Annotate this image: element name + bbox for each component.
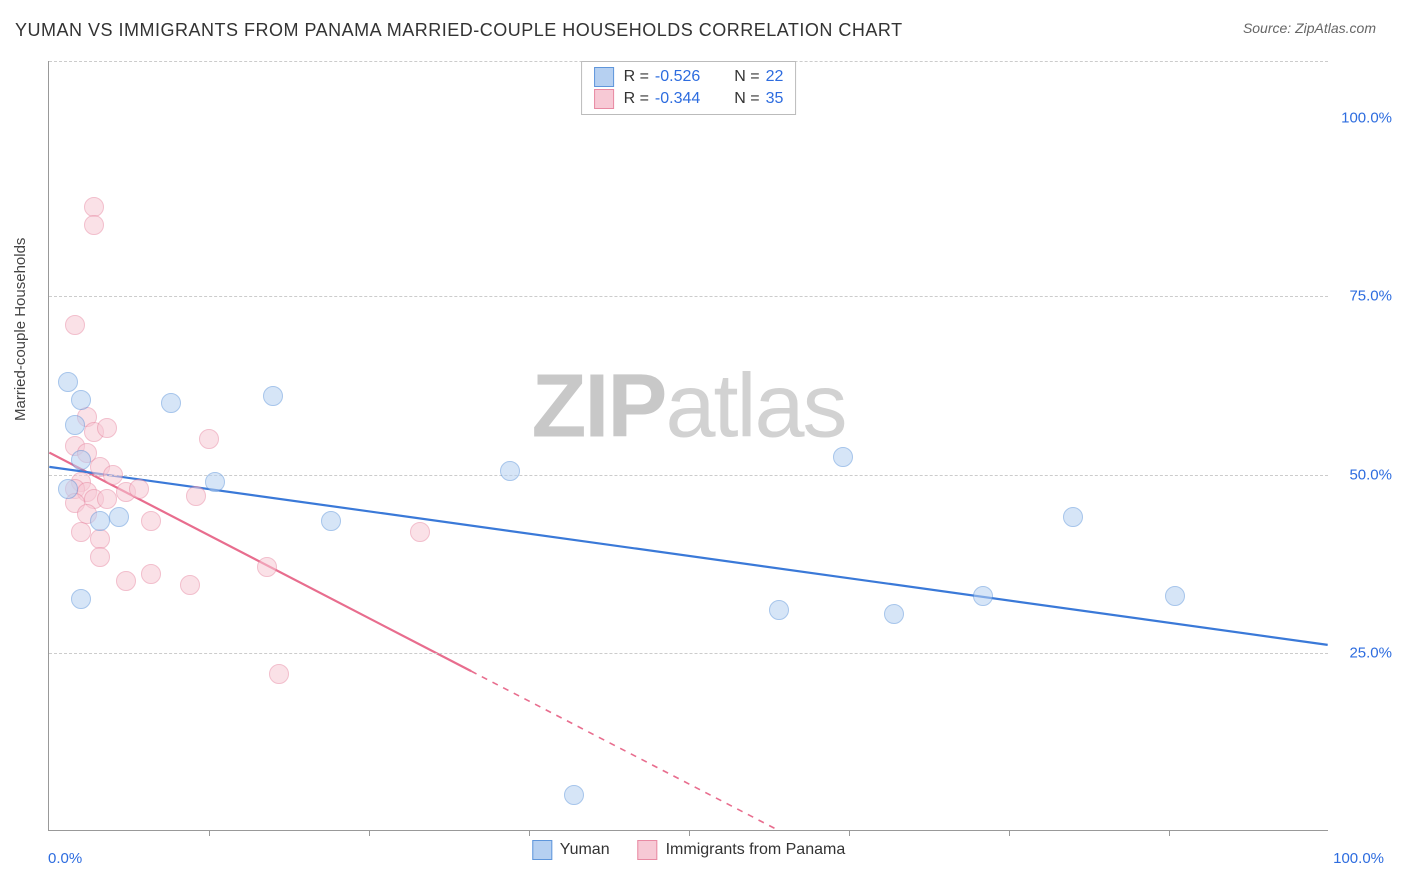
x-tick [1169, 830, 1170, 836]
panama-point [141, 511, 161, 531]
x-tick-left: 0.0% [48, 850, 82, 867]
yuman-point [71, 390, 91, 410]
watermark: ZIPatlas [531, 356, 845, 459]
panama-point [410, 522, 430, 542]
panama-point [65, 315, 85, 335]
yuman-point [263, 386, 283, 406]
plot-area: ZIPatlas R = -0.526 N = 22 R = -0.344 N … [48, 61, 1328, 831]
yuman-point [65, 415, 85, 435]
x-tick [369, 830, 370, 836]
chart-title: YUMAN VS IMMIGRANTS FROM PANAMA MARRIED-… [15, 20, 903, 41]
y-axis-label: Married-couple Households [12, 238, 29, 421]
yuman-point [161, 393, 181, 413]
chart-container: Married-couple Households ZIPatlas R = -… [0, 51, 1406, 881]
yuman-point [205, 472, 225, 492]
trendline-extrapolated [471, 671, 778, 830]
y-tick-label: 50.0% [1349, 466, 1392, 483]
yuman-point [884, 604, 904, 624]
yuman-point [973, 586, 993, 606]
yuman-point [71, 450, 91, 470]
panama-point [84, 215, 104, 235]
swatch-yuman-icon [532, 840, 552, 860]
gridline [49, 475, 1328, 476]
yuman-point [58, 372, 78, 392]
yuman-point [833, 447, 853, 467]
y-tick-label: 100.0% [1341, 110, 1392, 127]
y-tick-label: 75.0% [1349, 288, 1392, 305]
series-legend: Yuman Immigrants from Panama [532, 840, 845, 860]
panama-point [199, 429, 219, 449]
x-tick [1009, 830, 1010, 836]
panama-point [186, 486, 206, 506]
yuman-point [90, 511, 110, 531]
legend-item-yuman: Yuman [532, 840, 610, 860]
panama-point [71, 522, 91, 542]
x-tick [529, 830, 530, 836]
yuman-point [769, 600, 789, 620]
panama-point [180, 575, 200, 595]
swatch-yuman [594, 67, 614, 87]
y-tick-label: 25.0% [1349, 644, 1392, 661]
panama-point [141, 564, 161, 584]
yuman-point [564, 785, 584, 805]
x-tick [209, 830, 210, 836]
panama-point [269, 664, 289, 684]
panama-point [97, 418, 117, 438]
panama-point [116, 571, 136, 591]
gridline [49, 653, 1328, 654]
panama-point [257, 557, 277, 577]
source-label: Source: ZipAtlas.com [1243, 20, 1376, 36]
panama-point [103, 465, 123, 485]
stats-legend: R = -0.526 N = 22 R = -0.344 N = 35 [581, 61, 797, 115]
trendline [49, 467, 1327, 645]
panama-point [129, 479, 149, 499]
swatch-panama [594, 89, 614, 109]
swatch-panama-icon [638, 840, 658, 860]
x-tick [849, 830, 850, 836]
yuman-point [321, 511, 341, 531]
trendlines-svg [49, 61, 1328, 830]
x-tick [689, 830, 690, 836]
x-tick-right: 100.0% [1333, 850, 1384, 867]
yuman-point [500, 461, 520, 481]
yuman-point [1063, 507, 1083, 527]
panama-point [97, 489, 117, 509]
yuman-point [1165, 586, 1185, 606]
legend-item-panama: Immigrants from Panama [638, 840, 846, 860]
stats-row-panama: R = -0.344 N = 35 [594, 88, 784, 110]
panama-point [90, 547, 110, 567]
yuman-point [71, 589, 91, 609]
gridline [49, 296, 1328, 297]
stats-row-yuman: R = -0.526 N = 22 [594, 66, 784, 88]
yuman-point [109, 507, 129, 527]
yuman-point [58, 479, 78, 499]
